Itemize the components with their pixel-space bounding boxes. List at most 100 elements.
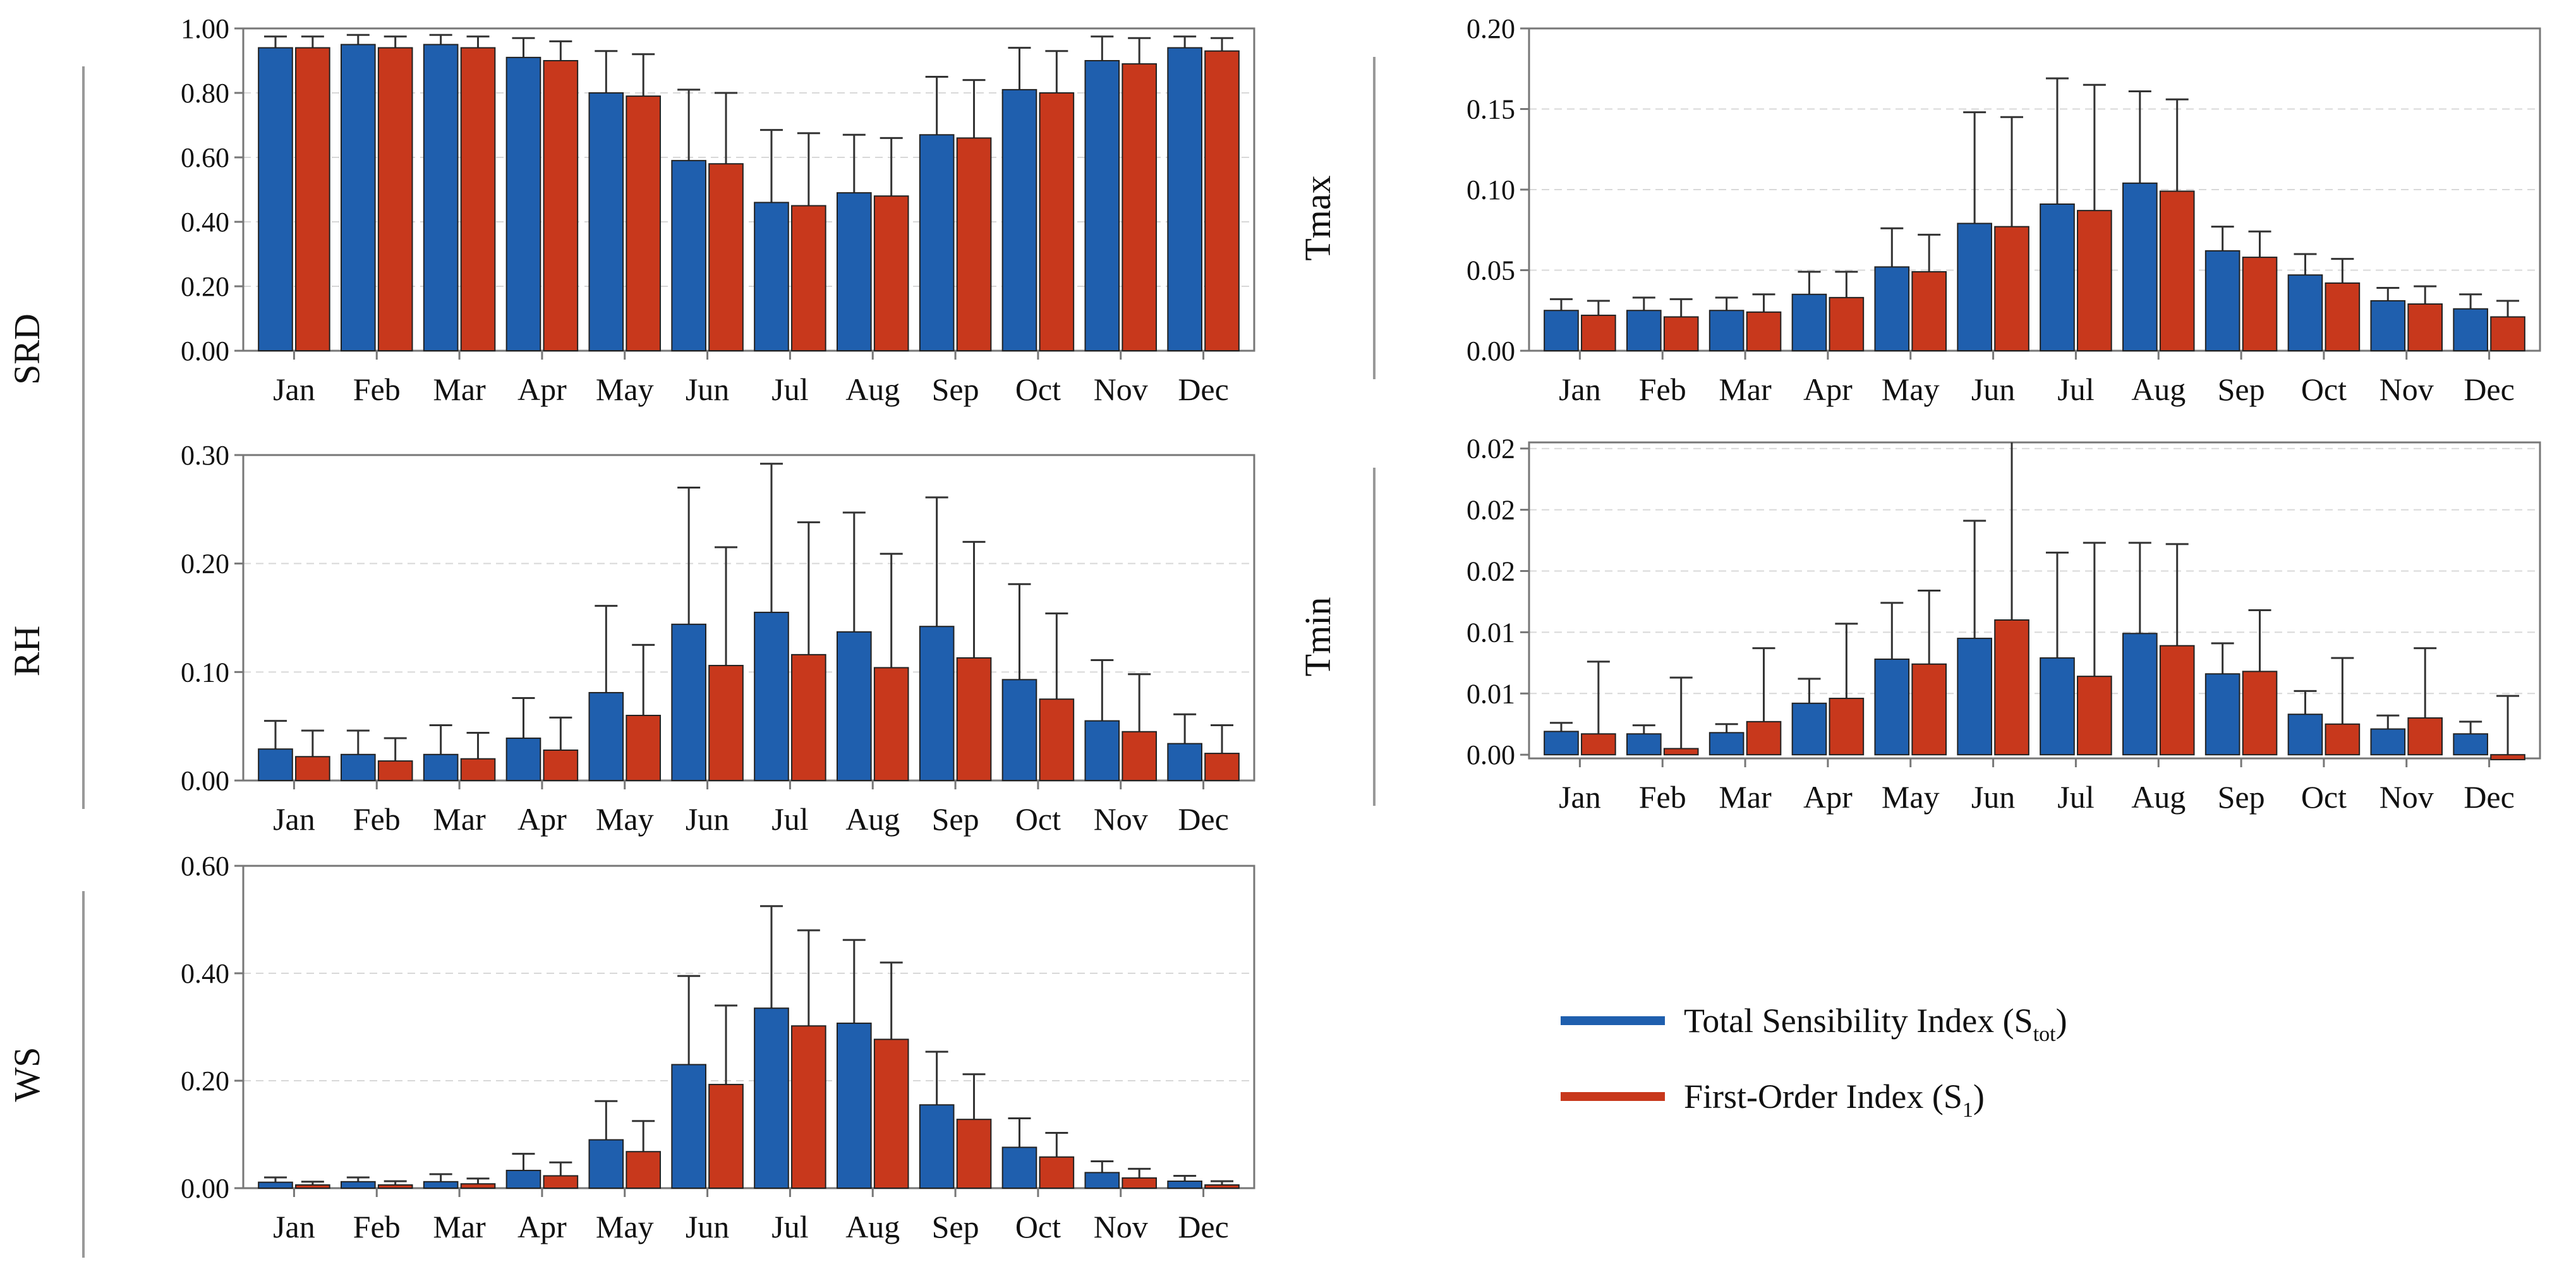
x-tick-label: Jan xyxy=(1559,779,1601,815)
bar-stot-nov xyxy=(2370,300,2406,352)
x-tick-label: Dec xyxy=(1178,1209,1229,1244)
bar-s1-nov xyxy=(2407,303,2443,351)
x-tick-label: Sep xyxy=(2218,372,2265,407)
bar-stot-aug xyxy=(836,192,872,351)
x-tick-label: Jun xyxy=(686,372,729,407)
bar-s1-nov xyxy=(1122,63,1158,351)
bar-stot-sep xyxy=(919,134,955,352)
bar-s1-oct xyxy=(2325,723,2361,756)
bar-stot-may xyxy=(1874,266,1910,351)
y-tick-label: 0.10 xyxy=(1466,174,1515,205)
bar-s1-dec xyxy=(2490,316,2525,352)
bar-stot-sep xyxy=(919,1104,955,1189)
bar-s1-aug xyxy=(2159,190,2195,351)
x-tick-label: Feb xyxy=(1639,372,1686,407)
bar-stot-may xyxy=(588,92,624,351)
bar-stot-may xyxy=(1874,659,1910,756)
legend-label-s1: First-Order Index (S1) xyxy=(1684,1078,1985,1122)
y-tick-label: 0.00 xyxy=(1466,739,1515,770)
bar-stot-jan xyxy=(258,748,293,782)
bar-s1-mar xyxy=(1746,311,1782,351)
bar-s1-may xyxy=(626,715,662,781)
x-tick-label: Jul xyxy=(771,801,808,837)
bar-s1-aug xyxy=(873,667,909,782)
y-tick-label: 0.01 xyxy=(1466,617,1515,648)
bar-s1-jul xyxy=(791,653,826,782)
bar-stot-oct xyxy=(1001,679,1037,781)
bar-s1-aug xyxy=(2159,645,2195,756)
y-tick-label: 0.00 xyxy=(1466,336,1515,367)
bar-stot-may xyxy=(588,1139,624,1189)
y-tick-label: 0.20 xyxy=(181,1066,229,1097)
panel-ylabel: RH xyxy=(6,626,47,677)
bar-stot-dec xyxy=(1167,743,1202,781)
x-tick-label: Nov xyxy=(2379,372,2434,407)
bar-s1-nov xyxy=(1122,1177,1158,1189)
x-tick-label: Apr xyxy=(517,1209,567,1244)
bar-stot-mar xyxy=(1708,732,1745,756)
x-tick-label: Feb xyxy=(353,1209,401,1244)
x-tick-label: Apr xyxy=(1803,779,1853,815)
y-tick-label: 0.15 xyxy=(1466,94,1515,125)
bar-stot-jul xyxy=(754,1007,789,1189)
x-tick-label: Dec xyxy=(1178,372,1229,407)
panel-ylabel: Tmin xyxy=(1297,597,1338,677)
bar-s1-jan xyxy=(295,756,330,781)
bar-s1-may xyxy=(1911,663,1947,756)
y-tick-label: 0.05 xyxy=(1466,255,1515,286)
x-tick-label: Apr xyxy=(1803,372,1853,407)
legend-item-stot: Total Sensibility Index (Stot) xyxy=(1561,1002,2067,1046)
bar-s1-mar xyxy=(460,47,496,351)
y-tick-label: 0.30 xyxy=(181,440,229,471)
x-tick-label: Jul xyxy=(771,1209,808,1244)
bar-s1-nov xyxy=(1122,731,1158,781)
bar-stot-feb xyxy=(340,44,376,351)
bar-stot-nov xyxy=(1084,720,1120,782)
plot-frame xyxy=(242,27,1255,352)
bar-s1-may xyxy=(1911,271,1947,351)
y-tick-label: 0.60 xyxy=(181,851,229,882)
legend-item-s1: First-Order Index (S1) xyxy=(1561,1078,1985,1122)
bar-stot-mar xyxy=(423,753,459,782)
legend-label-stot: Total Sensibility Index (Stot) xyxy=(1684,1002,2067,1046)
panel-rh: RH 0.00 0.10 0.20 0.30 Jan Feb Mar Apr May Jun Jul A… xyxy=(6,440,1255,837)
bar-s1-sep xyxy=(956,657,992,782)
x-tick-label: Oct xyxy=(2301,779,2347,815)
bar-s1-may xyxy=(626,1151,662,1189)
x-tick-label: Mar xyxy=(1719,779,1772,815)
bar-stot-sep xyxy=(2204,250,2240,351)
plot-frame xyxy=(1528,441,2541,760)
y-tick-label: 0.40 xyxy=(181,958,229,989)
x-tick-label: Sep xyxy=(932,372,979,407)
bar-stot-jun xyxy=(1957,638,1992,756)
x-tick-label: Dec xyxy=(2464,372,2515,407)
bar-stot-mar xyxy=(1708,310,1745,351)
bar-s1-jul xyxy=(791,1025,826,1189)
y-tick-label: 0.60 xyxy=(181,142,229,173)
bar-stot-apr xyxy=(1791,702,1827,756)
y-tick-label: 0.20 xyxy=(1466,13,1515,44)
x-tick-label: Jun xyxy=(686,801,729,837)
y-tick-label: 0.00 xyxy=(181,1173,229,1204)
panel-ws: WS 0.00 0.20 0.40 0.60 Jan Feb Mar Apr May Jun Jul A… xyxy=(6,851,1255,1258)
x-tick-label: May xyxy=(1882,779,1940,815)
x-tick-label: Jan xyxy=(1559,372,1601,407)
x-tick-label: Feb xyxy=(1639,779,1686,815)
bar-stot-jan xyxy=(258,1181,293,1189)
y-tick-label: 0.20 xyxy=(181,549,229,580)
x-tick-label: Sep xyxy=(932,1209,979,1244)
y-tick-label: 0.02 xyxy=(1466,556,1515,586)
x-tick-label: Mar xyxy=(433,1209,486,1244)
bar-stot-jun xyxy=(671,1064,706,1189)
x-tick-label: May xyxy=(596,801,654,837)
bar-s1-may xyxy=(626,95,662,351)
bar-s1-sep xyxy=(956,1119,992,1189)
bar-stot-oct xyxy=(2287,714,2323,756)
bar-stot-aug xyxy=(836,1023,872,1189)
bar-stot-jul xyxy=(754,202,789,351)
x-tick-label: Aug xyxy=(2131,372,2186,407)
plot-frame xyxy=(242,454,1255,782)
bar-stot-sep xyxy=(2204,673,2240,756)
x-tick-label: Sep xyxy=(2218,779,2265,815)
